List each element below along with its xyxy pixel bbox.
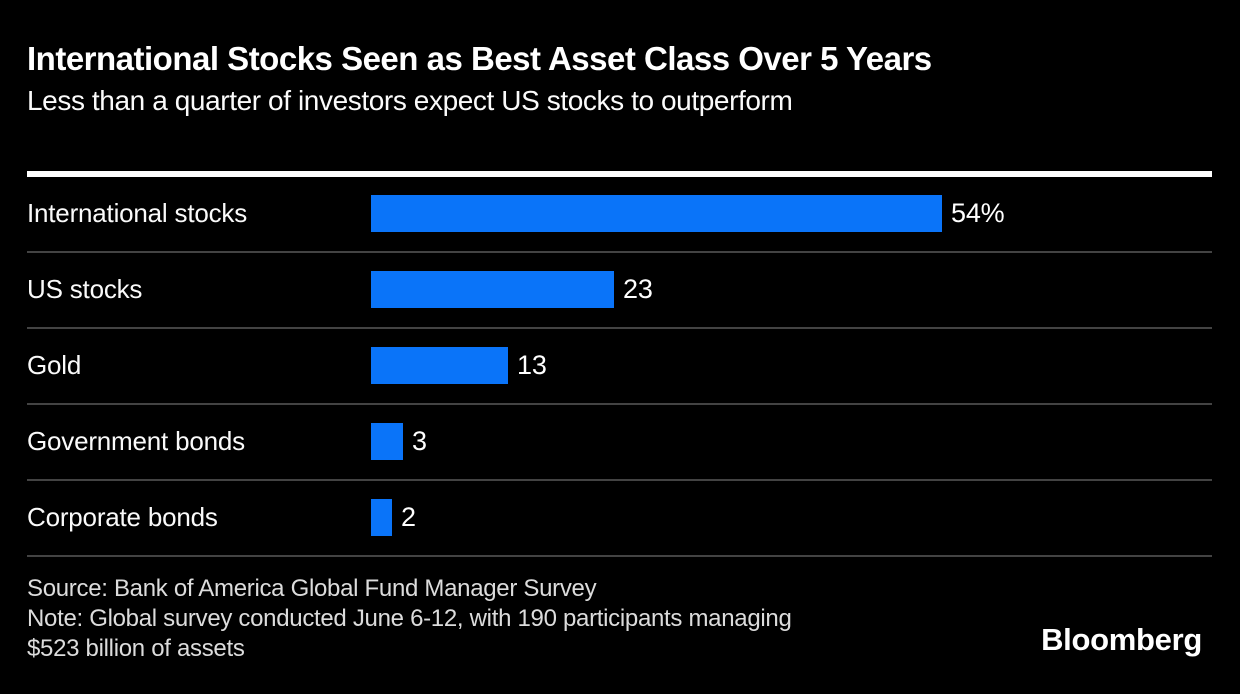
chart-notes: Source: Bank of America Global Fund Mana…	[27, 574, 792, 664]
value-label: 13	[517, 350, 547, 381]
value-bar	[371, 499, 392, 537]
value-bar	[371, 347, 508, 385]
chart-header: International Stocks Seen as Best Asset …	[27, 0, 1212, 117]
bar-area: 2	[371, 481, 1212, 555]
value-label: 54%	[951, 198, 1005, 229]
survey-note-line-1: Note: Global survey conducted June 6-12,…	[27, 604, 792, 632]
category-label: Gold	[27, 350, 82, 381]
category-label: US stocks	[27, 274, 143, 305]
survey-note-line-2: $523 billion of assets	[27, 634, 245, 662]
value-bar	[371, 195, 942, 233]
chart-row: Gold 13	[27, 329, 1212, 405]
value-label: 3	[412, 426, 427, 457]
value-label: 2	[401, 502, 416, 533]
bloomberg-logo: Bloomberg	[1041, 621, 1202, 657]
chart-row: International stocks 54%	[27, 177, 1212, 253]
chart-row: Corporate bonds 2	[27, 481, 1212, 557]
value-label: 23	[623, 274, 653, 305]
bar-area: 23	[371, 253, 1212, 327]
category-label: International stocks	[27, 198, 248, 229]
bar-area: 13	[371, 329, 1212, 403]
page-subtitle: Less than a quarter of investors expect …	[27, 84, 793, 116]
bar-area: 54%	[371, 177, 1212, 251]
header-rule	[27, 170, 1212, 177]
page-title: International Stocks Seen as Best Asset …	[27, 40, 932, 77]
chart-row: US stocks 23	[27, 253, 1212, 329]
bar-area: 3	[371, 405, 1212, 479]
category-label: Corporate bonds	[27, 502, 218, 533]
chart-row: Government bonds 3	[27, 405, 1212, 481]
source-note: Source: Bank of America Global Fund Mana…	[27, 574, 597, 602]
chart-footer: Source: Bank of America Global Fund Mana…	[27, 574, 1212, 664]
horizontal-bar-chart: International stocks 54% US stocks 23 Gold 13…	[27, 177, 1212, 557]
value-bar	[371, 423, 403, 461]
category-label: Government bonds	[27, 426, 245, 457]
value-bar	[371, 271, 614, 309]
